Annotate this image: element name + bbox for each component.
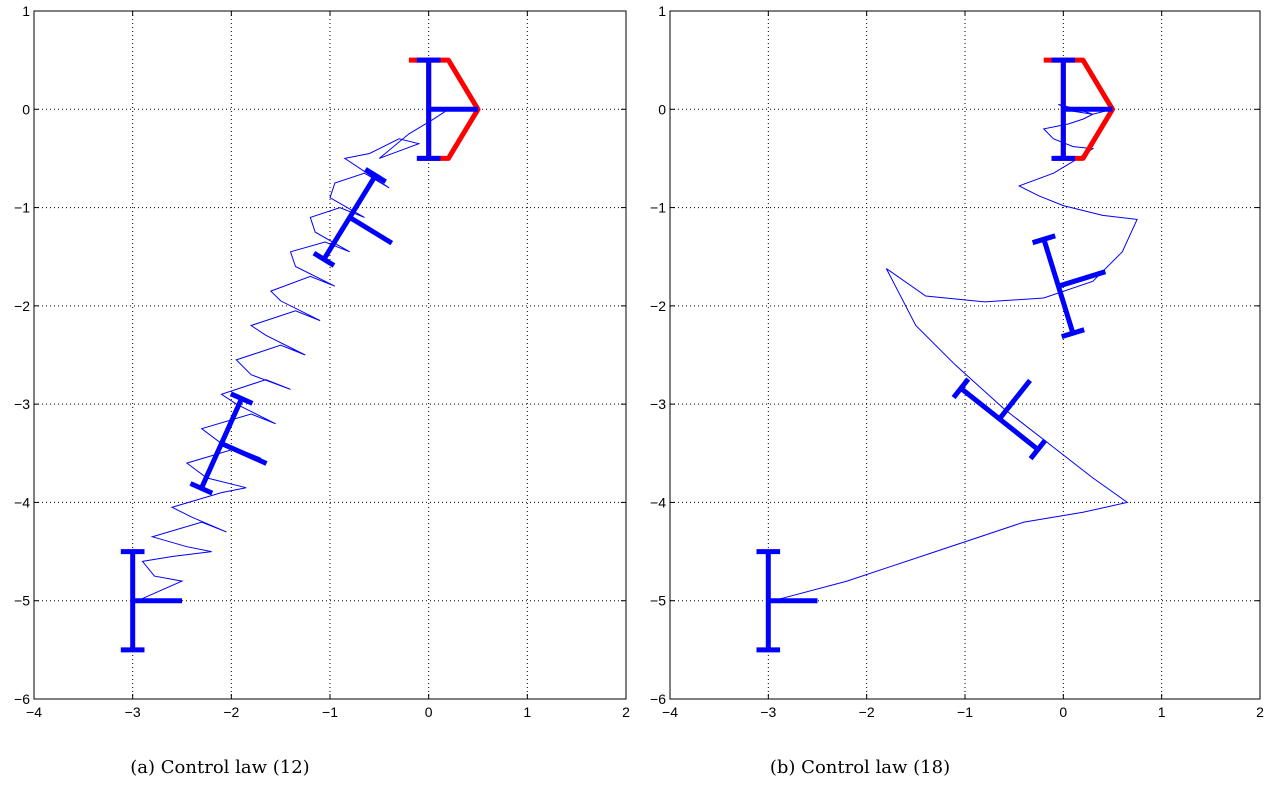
robot-marker [1051, 57, 1113, 161]
robot-marker [1031, 233, 1107, 339]
x-tick-label: 1 [523, 704, 531, 720]
chart-panel-a: −4 −3 −2 −1 0 1 2 −6 −5 −4 −3 −2 −1 0 1 (a) Control law… [14, 3, 630, 778]
robot-marker [189, 391, 268, 496]
y-tick-label: −4 [650, 494, 666, 510]
y-tick-label: −1 [14, 200, 30, 216]
x-tick-label: −1 [322, 704, 338, 720]
x-tick-label: −2 [859, 704, 875, 720]
y-tick-label: −6 [14, 691, 30, 707]
robot-marker [756, 549, 818, 653]
trajectory-line [137, 108, 449, 602]
x-tick-label: 0 [1059, 704, 1067, 720]
robot-marker [951, 377, 1048, 461]
y-tick-label: −2 [650, 298, 666, 314]
y-tick-label: 0 [658, 101, 666, 117]
x-tick-label: 2 [622, 704, 630, 720]
y-tick-label: −5 [650, 593, 666, 609]
chart-panel-b: −4 −3 −2 −1 0 1 2 −6 −5 −4 −3 −2 −1 0 1 (b) Control law… [650, 3, 1264, 778]
robot-marker [120, 549, 182, 653]
y-tick-label: −2 [14, 298, 30, 314]
x-tick-label: 0 [425, 704, 433, 720]
y-tick-label: 1 [22, 3, 30, 19]
y-tick-label: −4 [14, 494, 30, 510]
y-tick-label: −3 [14, 396, 30, 412]
subfigure-caption: (a) Control law (12) [130, 757, 309, 778]
x-tick-label: −3 [125, 704, 141, 720]
x-tick-label: −1 [957, 704, 973, 720]
y-tick-label: −6 [650, 691, 666, 707]
robot-marker [312, 167, 394, 268]
subfigure-caption: (b) Control law (18) [770, 757, 950, 778]
y-tick-label: −1 [650, 200, 666, 216]
y-tick-label: −5 [14, 593, 30, 609]
x-tick-label: 1 [1158, 704, 1166, 720]
x-tick-label: −3 [760, 704, 776, 720]
y-tick-label: −3 [650, 396, 666, 412]
robot-marker [416, 57, 478, 161]
y-tick-label: 1 [658, 3, 666, 19]
x-tick-label: −4 [662, 704, 678, 720]
x-tick-label: −2 [223, 704, 239, 720]
y-tick-label: 0 [22, 101, 30, 117]
x-tick-label: −4 [26, 704, 42, 720]
trajectory-line [773, 103, 1138, 602]
x-tick-label: 2 [1256, 704, 1264, 720]
